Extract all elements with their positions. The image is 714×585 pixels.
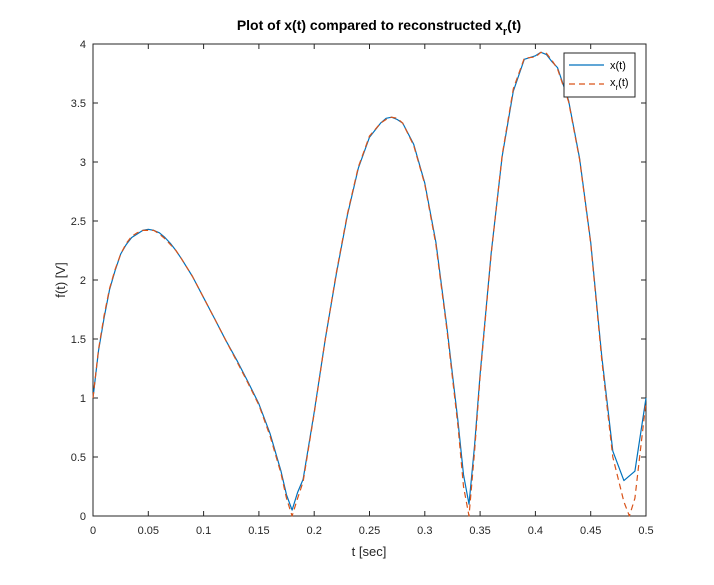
chart-title: Plot of x(t) compared to reconstructed x… [237, 17, 521, 38]
x-tick-label: 0.15 [248, 525, 269, 537]
x-tick-label: 0.5 [638, 525, 653, 537]
y-tick-label: 0 [80, 511, 86, 523]
x-tick-label: 0.35 [469, 525, 490, 537]
x-tick-label: 0.05 [138, 525, 159, 537]
y-tick-label: 3 [80, 157, 86, 169]
plot-area [92, 43, 647, 517]
y-tick-label: 4 [80, 39, 86, 51]
x-tick-label: 0.4 [528, 525, 543, 537]
legend-label-xr: xr(t) [610, 77, 629, 92]
legend-box [563, 52, 636, 98]
x-tick-label: 0.3 [417, 525, 432, 537]
y-tick-label: 2 [80, 275, 86, 287]
x-tick-label: 0.1 [196, 525, 211, 537]
ticks-layer: 0 0.05 0.1 0.15 0.2 0.25 0.3 0.35 0.4 0.45 0.5 0 0.5… [71, 39, 654, 537]
x-axis-label: t [sec] [352, 544, 387, 559]
x-tick-label: 0.2 [307, 525, 322, 537]
x-tick-label: 0.45 [580, 525, 601, 537]
series-line-xr [92, 51, 647, 517]
y-tick-label: 3.5 [71, 98, 86, 110]
y-tick-label: 0.5 [71, 452, 86, 464]
y-axis-label: f(t) [V] [53, 262, 68, 297]
y-tick-label: 1.5 [71, 334, 86, 346]
x-tick-label: 0.25 [359, 525, 380, 537]
series-layer [92, 51, 647, 517]
y-tick-label: 1 [80, 393, 86, 405]
x-tick-label: 0 [90, 525, 96, 537]
legend-label-x: x(t) [610, 60, 626, 72]
legend: x(t) xr(t) [563, 52, 636, 98]
y-tick-label: 2.5 [71, 216, 86, 228]
